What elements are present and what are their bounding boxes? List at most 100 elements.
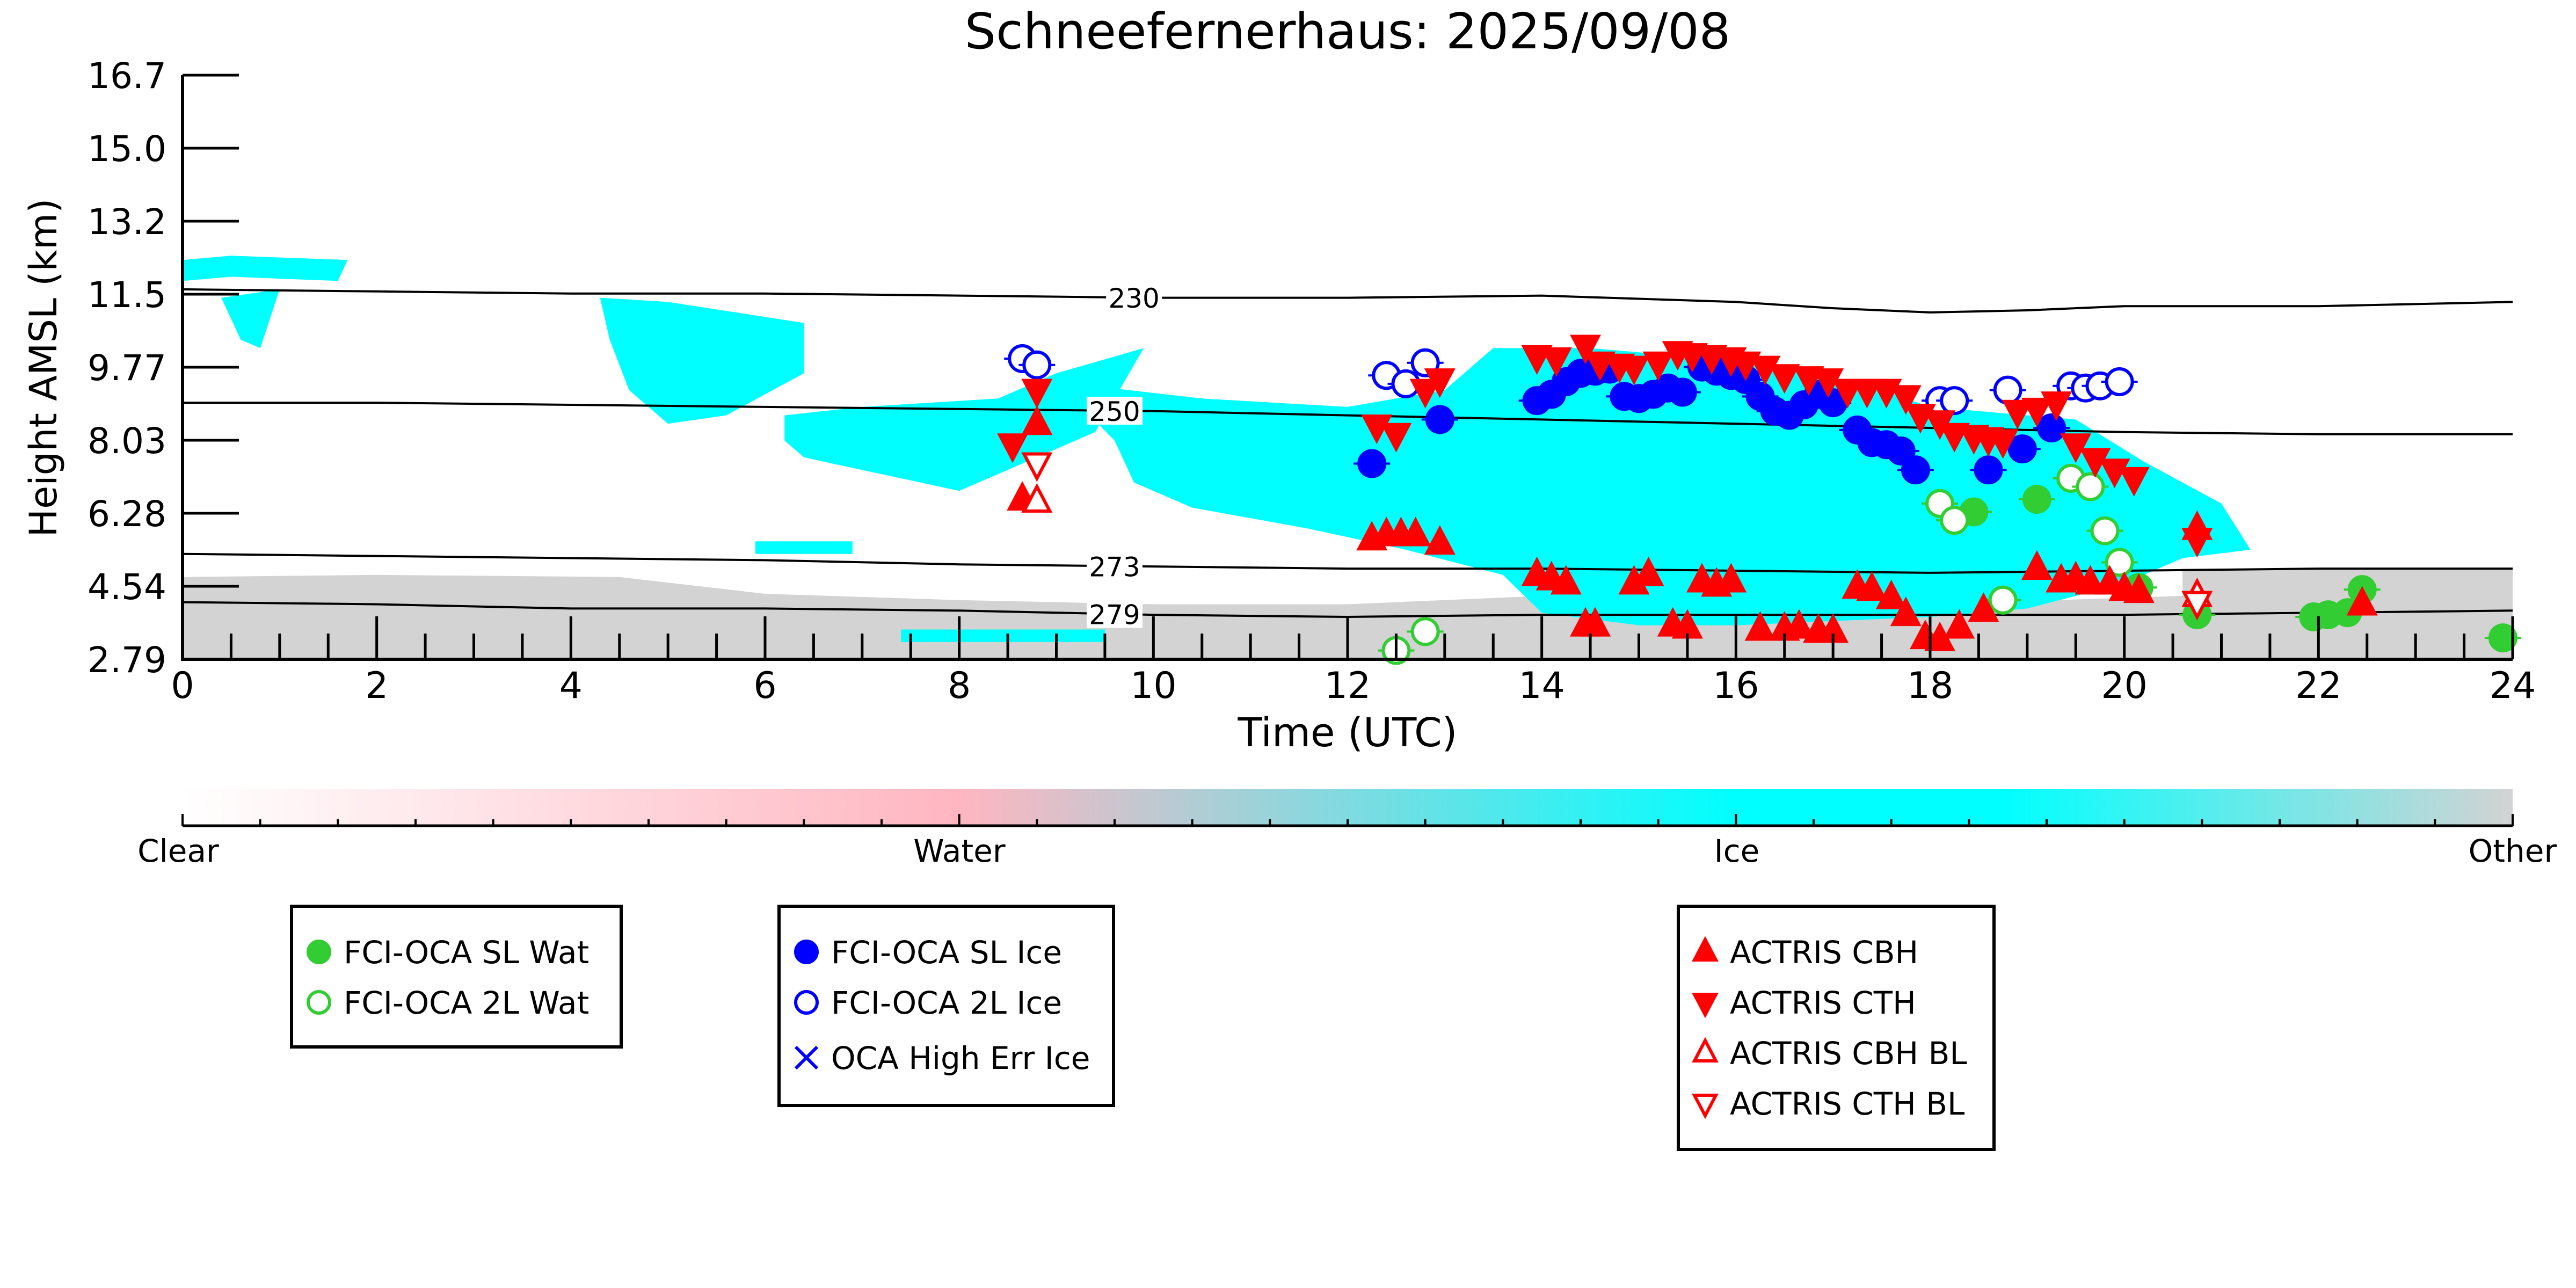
- data-point: [1851, 379, 1883, 409]
- data-point: [1380, 423, 1412, 453]
- legend-symbol: [1692, 1037, 1719, 1063]
- data-point: [2346, 586, 2378, 616]
- ice-regions: [183, 256, 2251, 642]
- legend-marker-cbh: [1692, 936, 1719, 962]
- x-ticks: 0 2 4 6 8 10 12 14 16 18 20 22 24: [171, 616, 2536, 707]
- colorbar-label-other: Other: [2469, 833, 2557, 869]
- data-point: [1642, 351, 1674, 381]
- contour-label-bg: [1087, 552, 1143, 580]
- legend-label: FCI-OCA 2L Wat: [344, 985, 589, 1021]
- data-point: [1993, 375, 2022, 405]
- legend-marker-sl-ice: [794, 940, 819, 964]
- legend-box: [1677, 905, 1996, 1151]
- data-point: [2099, 459, 2130, 489]
- y-axis-label: Height AMSL (km): [21, 199, 66, 537]
- data-point: [1021, 483, 1053, 513]
- data-point: [1939, 423, 1970, 453]
- legend-box: [290, 905, 623, 1049]
- contour-label: 279: [1089, 600, 1140, 631]
- data-point: [1540, 347, 1572, 377]
- data-point: [1584, 351, 1616, 381]
- data-point: [2105, 367, 2134, 396]
- data-point: [1550, 565, 1582, 595]
- data-point: [1022, 350, 1052, 380]
- contour-label: 250: [1089, 396, 1140, 427]
- data-point: [1886, 436, 1916, 466]
- data-point: [1715, 563, 1747, 593]
- colorbar-label-clear: Clear: [137, 833, 219, 869]
- data-point: [2007, 434, 2037, 464]
- data-point: [1793, 366, 1824, 396]
- ice-region: [1056, 348, 2251, 625]
- x-tick-label: 8: [948, 665, 971, 707]
- y-ticks: 2.79 4.54 6.28 8.03 9.77 11.5 13.2 15.0 16.7: [88, 55, 239, 681]
- data-point: [1940, 506, 1969, 535]
- legend-marker-sl-wat: [307, 940, 331, 964]
- data-point: [2076, 472, 2105, 501]
- data-point: [1521, 345, 1553, 375]
- ice-region: [901, 629, 1105, 642]
- legend-symbol: [794, 1045, 819, 1070]
- data-point: [2037, 413, 2066, 443]
- contour-label-bg: [1087, 600, 1143, 628]
- data-point: [1410, 617, 1440, 646]
- contour-label-bg: [1106, 283, 1162, 312]
- legend-marker-2l-ice: [794, 990, 819, 1015]
- data-point: [2123, 573, 2155, 603]
- data-point: [1968, 592, 1999, 622]
- data-point: [1021, 379, 1053, 409]
- data-point: [1618, 355, 1650, 385]
- legend-marker-high-err-ice: [794, 1045, 819, 1070]
- ice-region: [784, 348, 1144, 491]
- data-point: [1021, 405, 1053, 435]
- x-tick-label: 6: [753, 665, 776, 707]
- x-tick-label: 24: [2490, 665, 2536, 707]
- y-tick-label: 13.2: [88, 201, 166, 243]
- x-tick-label: 12: [1325, 665, 1371, 707]
- data-point: [2021, 397, 2053, 427]
- ice-region: [221, 289, 280, 348]
- colorbar-label-ice: Ice: [1714, 833, 1760, 869]
- legend-symbol: [794, 940, 819, 964]
- legend-label: ACTRIS CTH BL: [1730, 1086, 1964, 1122]
- data-point: [1424, 368, 1456, 398]
- ice-region: [755, 541, 853, 554]
- x-tick-label: 0: [171, 665, 194, 707]
- x-tick-label: 22: [2295, 665, 2342, 707]
- legend-marker-cth-bl: [1692, 1094, 1719, 1119]
- legend-label: OCA High Err Ice: [831, 1040, 1090, 1076]
- contour-line: [183, 402, 2513, 435]
- data-point: [997, 433, 1029, 463]
- legend-water: FCI-OCA SL Wat FCI-OCA 2L Wat: [290, 905, 623, 1049]
- legend-symbol: [1692, 936, 1719, 962]
- data-point: [1856, 571, 1888, 601]
- data-point: [2090, 516, 2120, 545]
- legend-symbol: [1692, 1094, 1719, 1119]
- colorbar-ticks: [181, 814, 2514, 826]
- data-point: [1425, 405, 1454, 434]
- legend-box: [777, 905, 1115, 1107]
- legend-symbol: [794, 990, 819, 1015]
- data-point: [1676, 343, 1708, 373]
- data-point: [1890, 385, 1922, 415]
- y-tick-label: 9.77: [88, 347, 166, 389]
- chart-title: Schneefernerhaus: 2025/09/08: [965, 3, 1731, 60]
- y-tick-label: 11.5: [88, 274, 166, 316]
- legend-label: ACTRIS CTH: [1730, 985, 1916, 1021]
- x-tick-label: 20: [2101, 665, 2148, 707]
- legend-label: ACTRIS CBH: [1730, 934, 1918, 971]
- data-point: [2041, 391, 2072, 421]
- legend-symbol: [307, 990, 331, 1015]
- contour-label: 273: [1089, 551, 1140, 583]
- legend-marker-cth: [1692, 993, 1719, 1018]
- y-tick-label: 16.7: [88, 55, 166, 97]
- data-point: [1901, 455, 1930, 485]
- data-point: [2075, 565, 2106, 595]
- contour-label-bg: [1087, 396, 1143, 425]
- legend-actris: ACTRIS CBH ACTRIS CTH ACTRIS CBH BL ACTR…: [1677, 905, 1996, 1151]
- legend-ice: FCI-OCA SL Ice FCI-OCA 2L Ice OCA High E…: [777, 905, 1115, 1107]
- data-point: [2118, 467, 2150, 497]
- x-tick-label: 2: [365, 665, 388, 707]
- legend-marker-cbh-bl: [1692, 1037, 1719, 1063]
